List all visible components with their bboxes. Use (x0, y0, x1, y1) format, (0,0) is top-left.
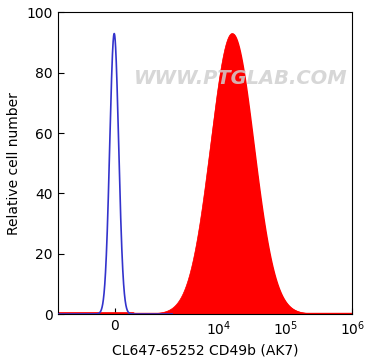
X-axis label: CL647-65252 CD49b (AK7): CL647-65252 CD49b (AK7) (112, 343, 298, 357)
Text: WWW.PTGLAB.COM: WWW.PTGLAB.COM (134, 69, 347, 88)
Y-axis label: Relative cell number: Relative cell number (7, 92, 21, 235)
